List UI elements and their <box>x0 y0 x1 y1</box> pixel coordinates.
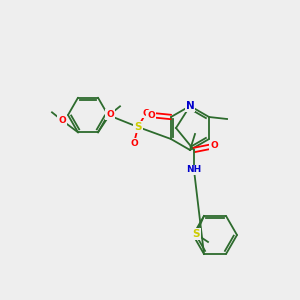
Text: O: O <box>142 109 150 118</box>
Text: O: O <box>130 139 138 148</box>
Text: S: S <box>134 122 142 132</box>
Text: NH: NH <box>186 166 202 175</box>
Text: N: N <box>186 101 194 111</box>
Text: O: O <box>106 110 114 119</box>
Text: O: O <box>210 142 218 151</box>
Text: O: O <box>58 116 66 125</box>
Text: S: S <box>192 229 200 239</box>
Text: O: O <box>147 110 155 119</box>
